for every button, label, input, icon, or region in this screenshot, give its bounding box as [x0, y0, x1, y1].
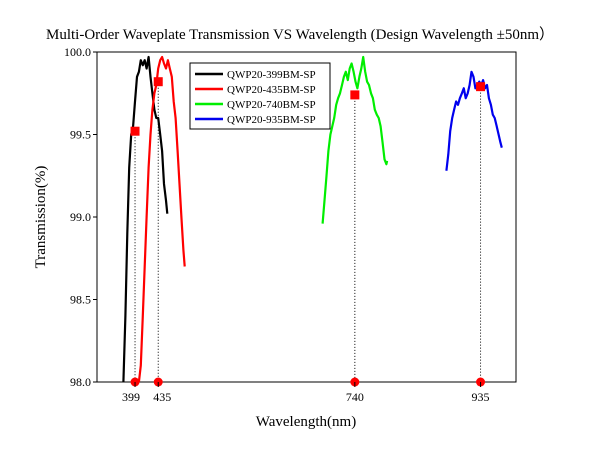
series-layer: [122, 55, 503, 383]
y-axis-ticks: 98.0 98.5 99.0 99.5 100.0: [64, 45, 97, 389]
x-tick-label-399: 399: [122, 390, 140, 404]
legend-label-qwp20-935bm-sp: QWP20-935BM-SP: [227, 114, 316, 126]
y-tick-label-0: 98.0: [70, 375, 91, 389]
design-marker-qwp20-935bm-sp: [476, 82, 486, 92]
y-tick-label-4: 100.0: [64, 45, 91, 59]
chart-title: Multi-Order Waveplate Transmission VS Wa…: [46, 26, 554, 43]
legend-label-qwp20-435bm-sp: QWP20-435BM-SP: [227, 84, 316, 96]
series-line-qwp20-435bm-sp: [137, 55, 186, 383]
legend-label-qwp20-740bm-sp: QWP20-740BM-SP: [227, 99, 316, 111]
x-tick-label-740: 740: [346, 390, 364, 404]
x-axis-label: Wavelength(nm): [256, 414, 356, 430]
design-marker-qwp20-740bm-sp: [350, 90, 360, 100]
x-tick-label-935: 935: [472, 390, 490, 404]
y-axis-label: Transmission(%): [33, 166, 49, 269]
y-tick-label-2: 99.0: [70, 210, 91, 224]
series-line-qwp20-935bm-sp: [445, 70, 503, 171]
series-line-qwp20-399bm-sp: [122, 55, 169, 383]
legend: QWP20-399BM-SP QWP20-435BM-SP QWP20-740BM-…: [189, 62, 331, 130]
design-marker-qwp20-435bm-sp: [153, 77, 163, 87]
series-line-qwp20-740bm-sp: [321, 55, 389, 224]
design-point-markers: [130, 77, 486, 136]
y-tick-label-3: 99.5: [70, 128, 91, 142]
x-axis-ticks: 399 435 740 935: [122, 382, 490, 404]
design-marker-qwp20-399bm-sp: [130, 126, 140, 136]
design-wavelength-guides: [134, 81, 482, 382]
y-tick-label-1: 98.5: [70, 293, 91, 307]
legend-label-qwp20-399bm-sp: QWP20-399BM-SP: [227, 69, 316, 81]
x-tick-label-435: 435: [153, 390, 171, 404]
